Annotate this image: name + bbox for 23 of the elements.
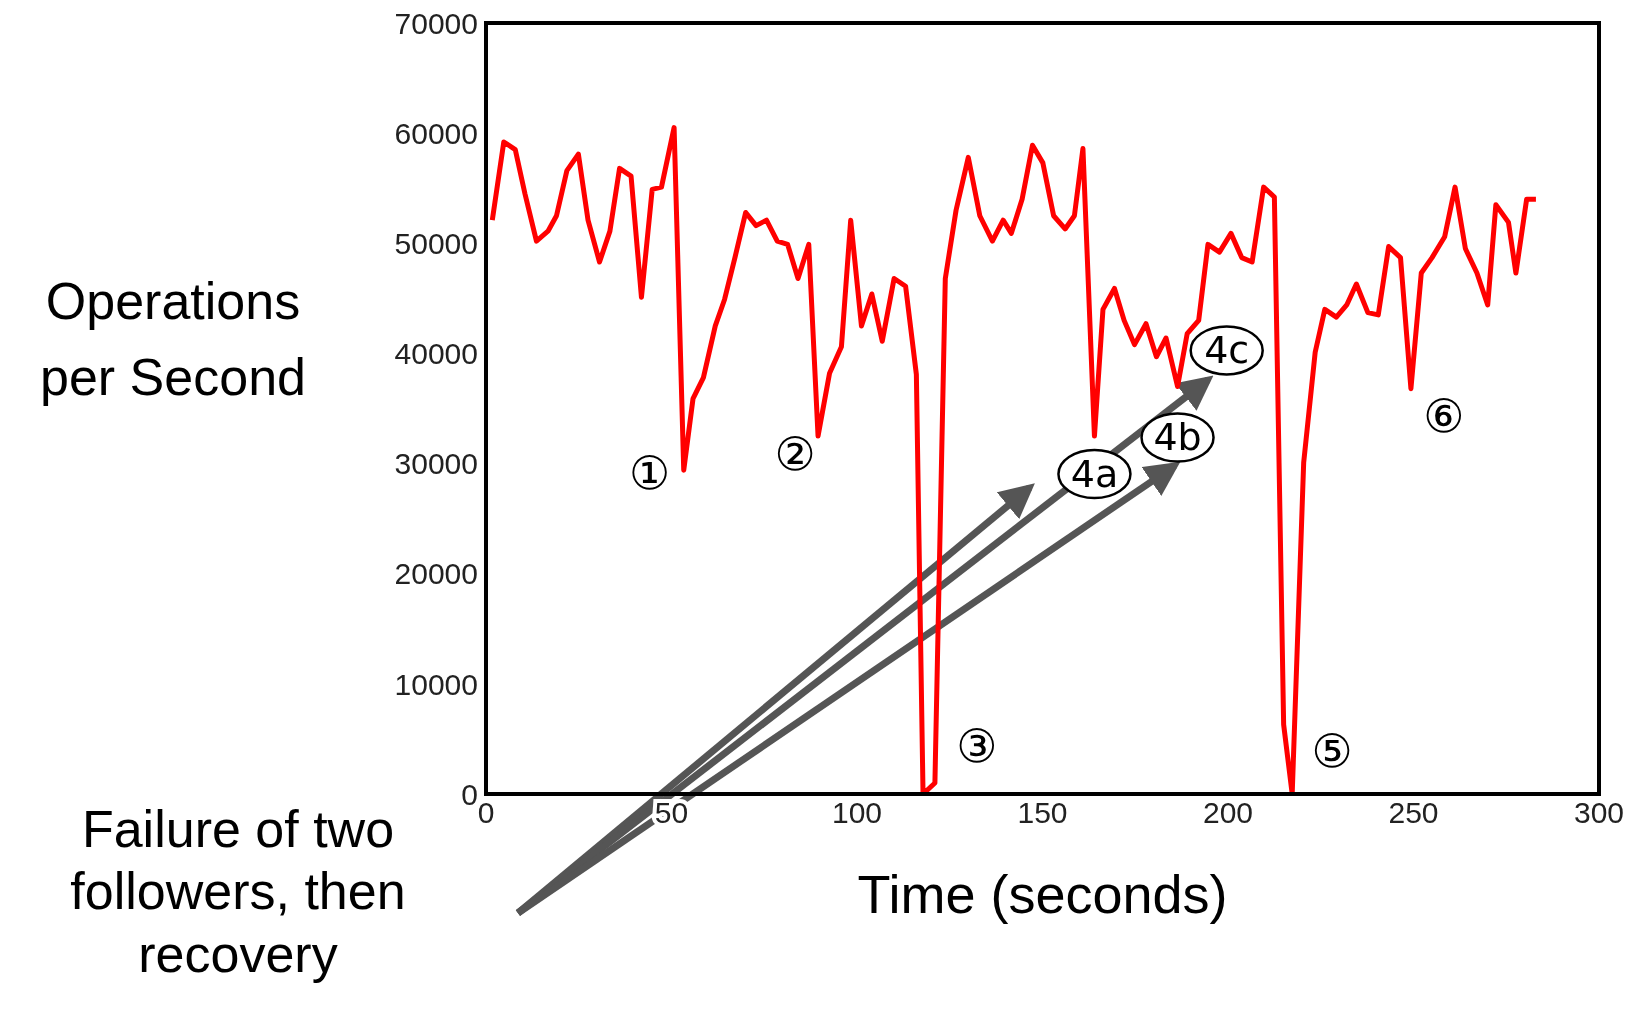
text: Failure of two followers, then recovery — [70, 800, 406, 983]
y-axis-title: Operations per Second — [39, 271, 307, 408]
annotation: 4c — [1204, 328, 1250, 373]
y-tick-label: 30000 — [394, 447, 478, 481]
y-tick-label: 60000 — [394, 116, 478, 150]
y-tick-label: 10000 — [394, 667, 478, 701]
x-tick-label: 200 — [1202, 796, 1254, 830]
y-tick-label: 20000 — [394, 557, 478, 591]
annotation: 4b — [1153, 415, 1202, 460]
y-tick-label: 70000 — [394, 6, 478, 40]
annotation: ⑤ — [1311, 724, 1353, 778]
annotation: ② — [774, 427, 816, 482]
annotation: ① — [629, 446, 671, 501]
y-tick-label: 50000 — [394, 226, 478, 260]
x-tick-label: 100 — [831, 796, 883, 830]
x-tick-label: 250 — [1388, 796, 1439, 830]
y-tick-label: 40000 — [394, 337, 478, 371]
x-tick-label: 300 — [1573, 796, 1625, 830]
annotation: ⑥ — [1423, 388, 1465, 443]
annotation: 4a — [1070, 452, 1119, 497]
x-tick-label: 150 — [1017, 796, 1068, 830]
annotation: ③ — [956, 718, 998, 773]
x-axis-title: Time (seconds) — [856, 863, 1229, 925]
